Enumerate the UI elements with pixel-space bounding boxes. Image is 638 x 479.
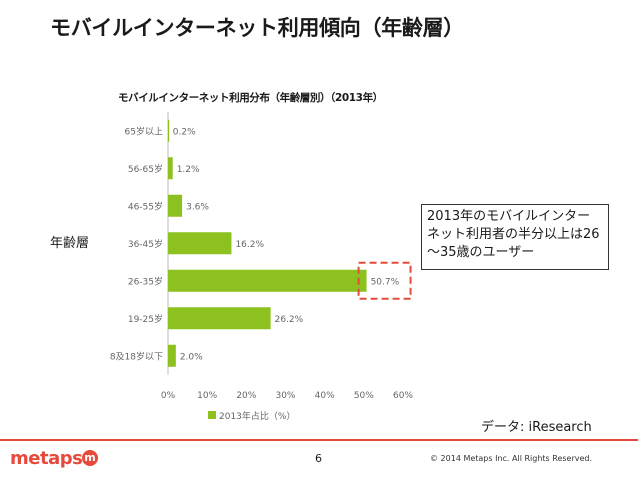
callout-box: 2013年のモバイルインターネット利用者の半分以上は26～35歳のユーザー xyxy=(421,204,609,270)
x-tick-label: 30% xyxy=(275,391,295,401)
page-number: 6 xyxy=(315,452,322,465)
metaps-logo: metaps xyxy=(10,448,83,469)
x-tick-label: 0% xyxy=(161,391,176,401)
value-label: 2.0% xyxy=(180,352,203,362)
footer-divider xyxy=(0,439,638,441)
x-tick-label: 60% xyxy=(393,391,413,401)
value-label: 3.6% xyxy=(186,202,209,212)
value-label: 0.2% xyxy=(173,127,196,137)
legend-label: 2013年占比（%） xyxy=(219,410,295,422)
slide-title: モバイルインターネット利用傾向（年齢層） xyxy=(50,16,464,40)
chart-title: モバイルインターネット利用分布（年齢層別）（2013年） xyxy=(118,92,383,104)
category-label: 56-65岁 xyxy=(128,163,163,175)
value-label: 16.2% xyxy=(235,240,264,250)
x-tick-label: 40% xyxy=(315,391,335,401)
x-tick-label: 50% xyxy=(354,391,374,401)
copyright: © 2014 Metaps Inc. All Rights Reserved. xyxy=(430,454,593,463)
category-label: 8及18岁以下 xyxy=(110,350,163,362)
value-label: 26.2% xyxy=(275,315,304,325)
highlight-box xyxy=(357,261,412,300)
legend-swatch xyxy=(208,411,216,419)
value-label: 1.2% xyxy=(177,165,200,175)
bar xyxy=(168,269,367,292)
category-label: 46-55岁 xyxy=(128,200,163,212)
footer: metaps m 6 © 2014 Metaps Inc. All Rights… xyxy=(0,439,638,479)
bar xyxy=(168,307,271,330)
value-label: 50.7% xyxy=(371,277,400,287)
bar xyxy=(168,232,232,255)
category-label: 65岁以上 xyxy=(125,125,163,137)
bar xyxy=(168,344,176,367)
bar xyxy=(168,157,173,180)
category-label: 26-35岁 xyxy=(128,275,163,287)
data-source-label: データ: iResearch xyxy=(481,420,592,435)
category-label: 19-25岁 xyxy=(128,313,163,325)
x-tick-label: 20% xyxy=(236,391,256,401)
bar xyxy=(168,119,170,142)
metaps-logo-mark-icon: m xyxy=(82,450,98,466)
x-tick-label: 10% xyxy=(197,391,217,401)
category-label: 36-45岁 xyxy=(128,238,163,250)
bar xyxy=(168,194,183,217)
age-group-axis-label: 年齢層 xyxy=(50,236,90,251)
